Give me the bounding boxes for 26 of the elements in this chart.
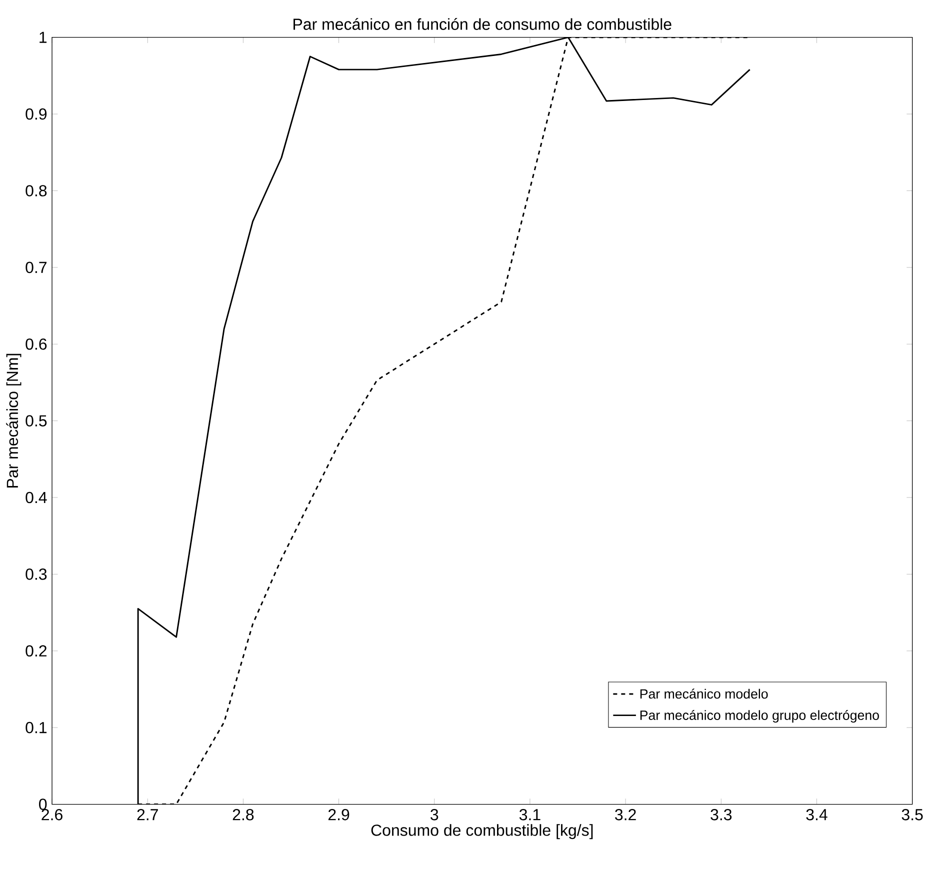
y-tick-label: 0.3	[26, 568, 47, 580]
y-tick-label: 0.8	[26, 185, 47, 196]
y-tick-label: 0.6	[26, 338, 47, 350]
x-tick-label: 3.2	[615, 809, 636, 820]
y-tick-label: 0.1	[26, 722, 47, 734]
x-tick-label: 2.7	[137, 809, 158, 820]
chart-title: Par mecánico en función de consumo de combustible	[294, 18, 672, 30]
x-tick-label: 2.6	[42, 809, 62, 820]
x-tick-label: 2.9	[328, 809, 350, 820]
y-tick-label: 1	[40, 32, 47, 43]
legend-label: Par mecánico modelo	[640, 688, 768, 699]
x-tick-label: 3	[430, 809, 438, 820]
y-axis-title: Par mecánico [Nm]	[6, 354, 22, 488]
x-tick-label: 2.8	[232, 809, 254, 820]
y-tick-label: 0.5	[26, 415, 47, 426]
y-tick-label: 0.9	[26, 108, 47, 120]
x-tick-label: 3.5	[902, 809, 923, 820]
legend-label: Par mecánico modelo grupo electrógeno	[640, 710, 879, 723]
y-tick-label: 0.7	[26, 262, 47, 274]
x-tick-label: 3.4	[806, 809, 828, 820]
y-tick-label: 0.4	[26, 492, 47, 504]
x-tick-label: 3.1	[519, 809, 540, 820]
y-tick-label: 0.2	[26, 645, 47, 657]
x-axis-title: Consumo de combustible [kg/s]	[371, 824, 593, 840]
y-tick-label: 0	[39, 798, 47, 810]
x-tick-label: 3.3	[710, 809, 732, 820]
